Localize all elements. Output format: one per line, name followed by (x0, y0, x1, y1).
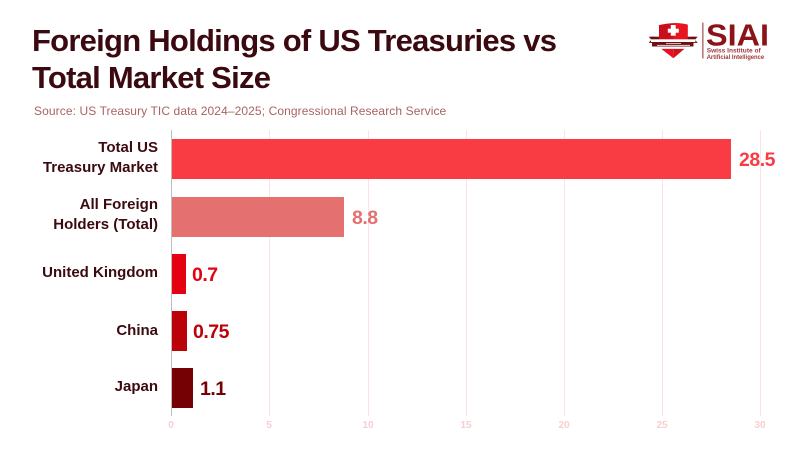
svg-text:Artificial Intelligence: Artificial Intelligence (707, 54, 765, 61)
svg-text:SIAI: SIAI (706, 18, 769, 53)
svg-text:Swiss Institute of: Swiss Institute of (707, 48, 762, 55)
